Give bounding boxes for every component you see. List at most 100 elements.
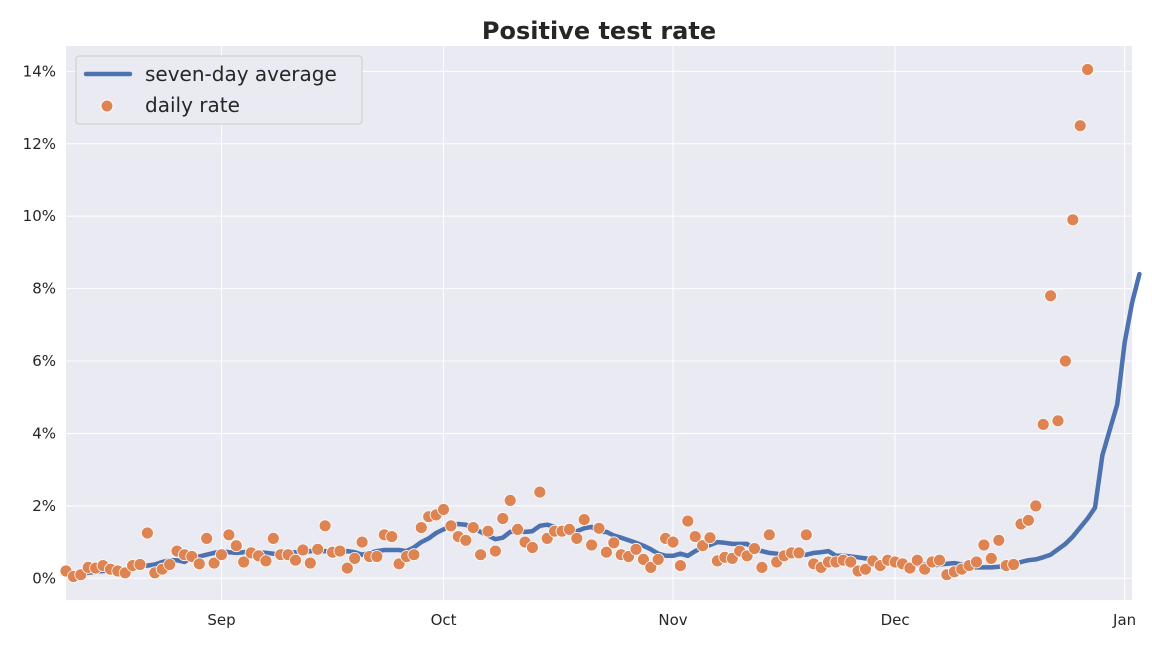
x-axis: Sep Oct Nov Dec Jan xyxy=(207,611,1136,629)
daily-rate-point xyxy=(481,524,495,538)
daily-rate-point xyxy=(592,521,606,535)
daily-rate-point xyxy=(1007,558,1020,571)
daily-rate-point xyxy=(296,543,310,557)
legend: seven-day average daily rate xyxy=(75,55,363,125)
daily-rate-point xyxy=(222,528,236,542)
daily-rate-point xyxy=(762,528,776,542)
daily-rate-point xyxy=(674,559,687,572)
daily-rate-point xyxy=(318,519,332,533)
daily-rate-point xyxy=(289,553,302,567)
daily-rate-point xyxy=(688,530,702,543)
daily-rate-point xyxy=(407,548,421,562)
daily-rate-point xyxy=(666,535,680,549)
daily-rate-point xyxy=(207,556,221,570)
x-tick-label: Nov xyxy=(658,611,687,629)
daily-rate-point xyxy=(511,523,524,536)
y-axis: 0% 2% 4% 6% 8% 10% 12% 14% xyxy=(23,62,56,587)
daily-rate-point xyxy=(414,521,428,534)
daily-rate-point xyxy=(977,538,991,552)
daily-rate-point xyxy=(933,553,946,567)
daily-rate-point xyxy=(311,542,325,556)
daily-rate-point xyxy=(563,523,576,536)
daily-rate-point xyxy=(370,550,384,563)
y-tick-label: 14% xyxy=(23,62,56,80)
daily-rate-point xyxy=(984,552,998,565)
x-tick-label: Sep xyxy=(207,611,235,629)
daily-rate-point xyxy=(703,531,717,545)
daily-rate-point xyxy=(496,512,510,525)
legend-label-seven-day-average: seven-day average xyxy=(145,62,337,86)
y-tick-label: 12% xyxy=(23,135,56,153)
daily-rate-point xyxy=(1036,417,1050,431)
daily-rate-point xyxy=(644,561,658,574)
daily-rate-point xyxy=(696,539,709,553)
daily-rate-point xyxy=(474,548,488,562)
daily-rate-point xyxy=(488,544,502,558)
daily-rate-point xyxy=(526,541,539,554)
daily-rate-point xyxy=(637,553,650,566)
daily-rate-point xyxy=(303,556,317,570)
daily-rate-point xyxy=(1066,213,1080,227)
x-tick-label: Oct xyxy=(431,611,457,629)
daily-rate-point xyxy=(748,542,761,555)
x-tick-label: Dec xyxy=(881,611,910,629)
daily-rate-point xyxy=(215,548,228,562)
daily-rate-point xyxy=(1044,289,1057,303)
daily-rate-point xyxy=(340,561,354,575)
daily-rate-point xyxy=(651,553,665,566)
daily-rate-point xyxy=(859,562,872,576)
daily-rate-point xyxy=(600,545,613,559)
daily-rate-point xyxy=(799,528,813,542)
daily-rate-point xyxy=(459,533,473,547)
y-tick-label: 4% xyxy=(32,424,56,442)
daily-rate-point xyxy=(466,521,480,534)
daily-rate-point xyxy=(1081,63,1094,76)
daily-rate-point xyxy=(681,514,695,528)
daily-rate-point xyxy=(910,553,924,567)
y-tick-label: 0% xyxy=(32,569,56,587)
daily-rate-point xyxy=(200,532,214,545)
daily-rate-point xyxy=(237,555,251,569)
daily-rate-point xyxy=(577,513,591,526)
daily-rate-point xyxy=(970,555,983,569)
plot-area xyxy=(66,46,1132,600)
x-tick-label: Jan xyxy=(1112,611,1136,629)
daily-rate-point xyxy=(1022,513,1035,527)
daily-rate-point xyxy=(444,519,458,533)
daily-rate-point xyxy=(503,493,517,507)
daily-rate-series xyxy=(59,63,1094,583)
daily-rate-point xyxy=(792,546,806,560)
daily-rate-point xyxy=(992,533,1006,547)
daily-rate-point xyxy=(348,552,362,565)
daily-rate-point xyxy=(163,558,177,571)
legend-label-daily-rate: daily rate xyxy=(145,93,240,117)
daily-rate-point xyxy=(1059,354,1072,368)
daily-rate-point xyxy=(333,544,347,558)
gridlines xyxy=(66,46,1132,600)
daily-rate-point xyxy=(1029,499,1043,513)
y-tick-label: 6% xyxy=(32,352,56,370)
legend-point-swatch xyxy=(100,99,114,113)
y-tick-label: 8% xyxy=(32,280,56,298)
daily-rate-point xyxy=(437,503,450,516)
daily-rate-point xyxy=(355,535,369,549)
daily-rate-point xyxy=(229,539,243,553)
daily-rate-point xyxy=(266,532,280,545)
daily-rate-point xyxy=(533,485,547,499)
daily-rate-point xyxy=(385,530,399,543)
daily-rate-point xyxy=(192,557,206,571)
y-tick-label: 2% xyxy=(32,497,56,515)
daily-rate-point xyxy=(755,561,769,574)
chart-title: Positive test rate xyxy=(482,17,716,45)
legend-box xyxy=(75,55,363,125)
daily-rate-point xyxy=(607,536,621,550)
daily-rate-point xyxy=(844,555,858,569)
daily-rate-point xyxy=(133,558,147,571)
daily-rate-point xyxy=(259,554,273,568)
daily-rate-point xyxy=(629,542,643,556)
daily-rate-point xyxy=(1073,119,1087,133)
daily-rate-point xyxy=(140,526,154,540)
daily-rate-point xyxy=(570,532,584,545)
daily-rate-point xyxy=(585,538,598,552)
